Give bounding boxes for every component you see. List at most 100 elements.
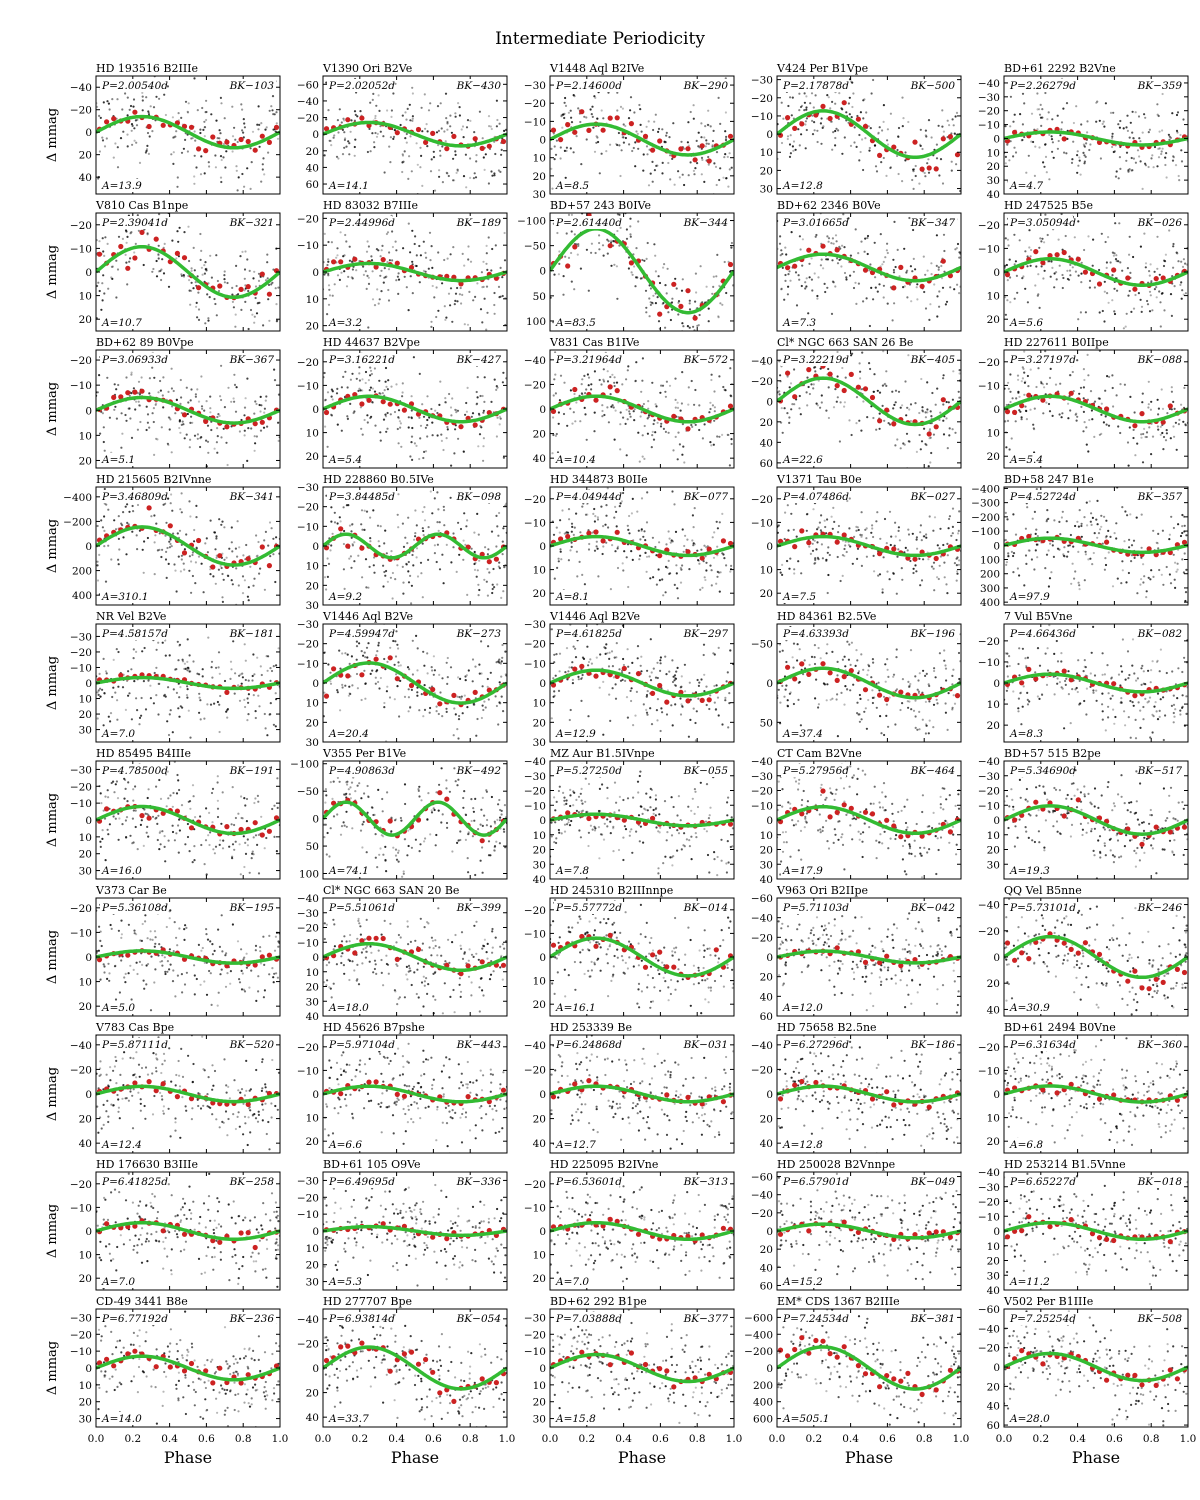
binned-point: [125, 265, 131, 271]
data-point: [400, 445, 403, 448]
data-point: [1143, 427, 1146, 430]
data-point: [126, 133, 129, 136]
data-point: [421, 596, 424, 599]
data-point: [1129, 121, 1132, 124]
data-point: [1180, 149, 1183, 152]
data-point: [435, 315, 438, 319]
data-point: [673, 503, 676, 506]
data-point: [491, 587, 494, 591]
data-point: [1125, 159, 1128, 162]
data-point: [958, 510, 961, 513]
data-point: [884, 382, 887, 385]
data-point: [447, 292, 451, 295]
data-point: [716, 575, 719, 578]
data-point: [236, 140, 239, 144]
data-point: [244, 250, 247, 253]
data-point: [1164, 439, 1168, 442]
data-point: [436, 434, 439, 437]
data-point: [439, 380, 442, 383]
data-point: [117, 383, 120, 387]
data-point: [1026, 301, 1029, 304]
period-label: P=2.17878d: [782, 80, 849, 92]
data-point: [900, 567, 903, 570]
data-point: [815, 402, 818, 405]
data-point: [605, 150, 608, 153]
data-point: [791, 145, 795, 148]
data-point: [1132, 428, 1135, 431]
data-point: [466, 119, 470, 122]
data-point: [779, 374, 782, 377]
data-point: [841, 574, 844, 578]
data-point: [1060, 213, 1063, 216]
data-point: [1008, 448, 1011, 451]
data-point: [1082, 143, 1085, 146]
data-point: [630, 512, 634, 515]
data-point: [658, 541, 661, 544]
data-point: [389, 136, 392, 139]
data-point: [670, 301, 674, 304]
data-point: [193, 269, 196, 272]
data-point: [647, 414, 651, 417]
data-point: [570, 522, 574, 525]
data-point: [682, 325, 685, 328]
binned-point: [132, 109, 138, 115]
data-point: [1103, 320, 1106, 323]
data-point: [1149, 294, 1152, 297]
data-point: [121, 237, 124, 240]
data-point: [407, 570, 410, 573]
data-point: [1009, 373, 1012, 376]
data-point: [612, 406, 615, 409]
data-point: [1147, 403, 1150, 406]
data-point: [369, 101, 372, 104]
data-point: [908, 440, 911, 443]
y-tick-label: 0: [539, 266, 546, 278]
data-point: [255, 402, 258, 406]
data-point: [560, 558, 563, 561]
data-point: [693, 333, 695, 335]
data-point: [681, 528, 684, 531]
data-point: [1181, 265, 1185, 268]
data-point: [563, 532, 566, 535]
data-point: [1040, 382, 1043, 385]
data-point: [363, 509, 366, 512]
data-point: [490, 127, 493, 131]
data-point: [1069, 374, 1072, 377]
data-point: [353, 154, 356, 157]
data-point: [1111, 145, 1114, 149]
data-point: [172, 532, 175, 535]
data-point: [391, 571, 394, 575]
data-point: [158, 532, 161, 535]
data-point: [253, 577, 256, 580]
photometry-points: [550, 351, 734, 467]
data-point: [718, 178, 721, 182]
y-tick-label: −20: [978, 106, 1000, 118]
data-point: [1046, 260, 1050, 263]
data-point: [1076, 171, 1079, 174]
data-point: [473, 562, 476, 566]
data-point: [1117, 123, 1120, 126]
data-point: [426, 145, 429, 148]
data-point: [1038, 146, 1041, 149]
binned-point: [259, 133, 265, 139]
data-point: [1158, 290, 1161, 293]
data-point: [1011, 397, 1014, 400]
data-point: [96, 560, 99, 563]
data-point: [593, 150, 597, 153]
data-point: [1134, 161, 1137, 164]
data-point: [167, 390, 170, 393]
photometry-points: [96, 213, 280, 331]
data-point: [882, 260, 885, 263]
light-curve-panel: HD 215605 B2IVnne−400−2000200400P=3.4680…: [45, 473, 281, 606]
panel-title: V1390 Ori B2Ve: [322, 62, 412, 75]
data-point: [106, 100, 109, 103]
data-point: [912, 571, 915, 575]
binned-point: [1019, 403, 1025, 409]
data-point: [679, 581, 683, 584]
data-point: [136, 548, 139, 551]
data-point: [386, 411, 389, 415]
data-point: [503, 259, 507, 262]
data-point: [196, 316, 199, 319]
data-point: [567, 508, 571, 511]
data-point: [939, 158, 943, 161]
